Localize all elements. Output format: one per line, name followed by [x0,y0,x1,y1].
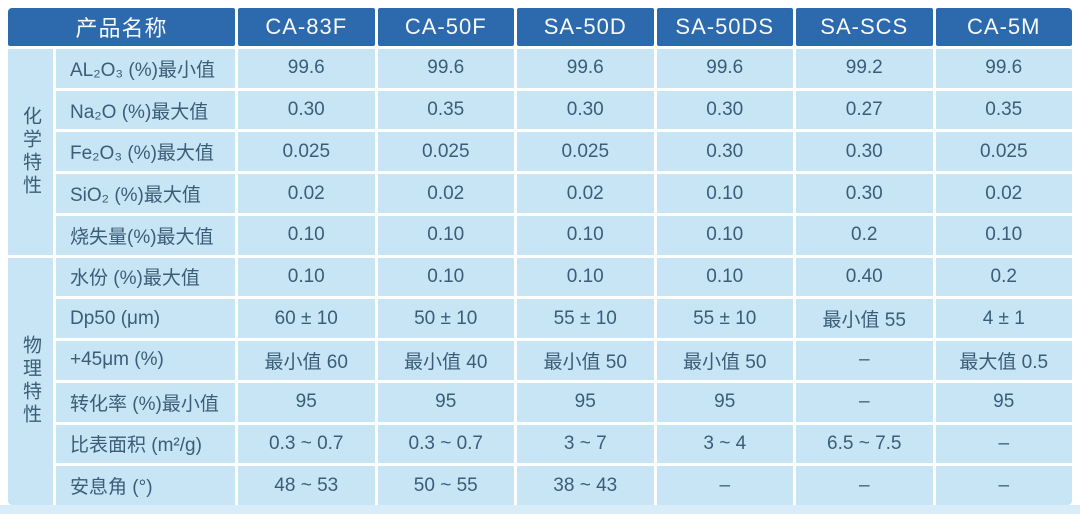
value-cell: 0.10 [656,215,793,255]
value-cell: 95 [238,382,375,422]
value-cell: 最小值 50 [517,341,654,380]
value-cell: – [935,466,1072,505]
value-cell: 0.35 [377,90,514,130]
row-label: 烧失量(%)最大值 [56,215,235,255]
value-cell: 50 ~ 55 [377,466,514,505]
row-label: 安息角 (°) [56,466,235,505]
value-cell: 0.10 [238,257,375,297]
value-cell: 0.025 [935,132,1072,172]
value-cell: 0.025 [238,132,375,172]
value-cell: 0.30 [238,90,375,130]
value-cell: 0.3 ~ 0.7 [238,424,375,464]
value-cell: 99.6 [377,49,514,88]
value-cell: 6.5 ~ 7.5 [796,424,933,464]
value-cell: 0.10 [377,257,514,297]
column-header: CA-50F [377,8,514,46]
row-label: AL₂O₃ (%)最小值 [56,49,235,88]
product-name-header: 产品名称 [8,8,235,46]
row-label: Dp50 (μm) [56,299,235,339]
value-cell: 0.10 [656,174,793,213]
value-cell: 0.10 [377,215,514,255]
value-cell: 95 [517,382,654,422]
column-header: CA-83F [238,8,375,46]
value-cell: 最大值 0.5 [935,341,1072,380]
column-header: CA-5M [935,8,1072,46]
value-cell: 99.6 [656,49,793,88]
value-cell: 0.30 [656,90,793,130]
product-spec-table: 产品名称 CA-83F CA-50F SA-50D SA-50DS SA-SCS CA-5… [8,8,1072,505]
value-cell: 99.6 [238,49,375,88]
value-cell: 0.10 [517,215,654,255]
value-cell: 0.35 [935,90,1072,130]
value-cell: 0.30 [796,132,933,172]
value-cell: 0.025 [377,132,514,172]
value-cell: 0.02 [517,174,654,213]
value-cell: 55 ± 10 [656,299,793,339]
value-cell: 0.02 [377,174,514,213]
group-label: 物理特性 [8,257,53,505]
value-cell: 0.025 [517,132,654,172]
value-cell: 50 ± 10 [377,299,514,339]
value-cell: 95 [656,382,793,422]
value-cell: – [796,341,933,380]
value-cell: – [796,466,933,505]
row-label: SiO₂ (%)最大值 [56,174,235,213]
value-cell: 3 ~ 7 [517,424,654,464]
value-cell: 99.2 [796,49,933,88]
bottom-strip [0,505,1080,514]
value-cell: 0.02 [238,174,375,213]
value-cell: 99.6 [517,49,654,88]
row-label: 转化率 (%)最小值 [56,382,235,422]
value-cell: 0.30 [796,174,933,213]
row-label: 比表面积 (m²/g) [56,424,235,464]
value-cell: 0.02 [935,174,1072,213]
value-cell: 0.2 [796,215,933,255]
value-cell: – [935,424,1072,464]
value-cell: 0.10 [238,215,375,255]
value-cell: 48 ~ 53 [238,466,375,505]
value-cell: 0.2 [935,257,1072,297]
value-cell: 38 ~ 43 [517,466,654,505]
value-cell: 最小值 55 [796,299,933,339]
value-cell: – [796,382,933,422]
value-cell: 0.40 [796,257,933,297]
value-cell: 3 ~ 4 [656,424,793,464]
value-cell: 95 [935,382,1072,422]
value-cell: 60 ± 10 [238,299,375,339]
value-cell: 最小值 40 [377,341,514,380]
value-cell: 0.10 [517,257,654,297]
row-label: Na₂O (%)最大值 [56,90,235,130]
column-header: SA-SCS [796,8,933,46]
column-header: SA-50DS [656,8,793,46]
value-cell: 最小值 60 [238,341,375,380]
value-cell: 99.6 [935,49,1072,88]
row-label: 水份 (%)最大值 [56,257,235,297]
value-cell: – [656,466,793,505]
column-header: SA-50D [517,8,654,46]
value-cell: 最小值 50 [656,341,793,380]
value-cell: 0.27 [796,90,933,130]
value-cell: 0.10 [935,215,1072,255]
value-cell: 95 [377,382,514,422]
value-cell: 0.3 ~ 0.7 [377,424,514,464]
value-cell: 0.10 [656,257,793,297]
row-label: Fe₂O₃ (%)最大值 [56,132,235,172]
value-cell: 55 ± 10 [517,299,654,339]
row-label: +45μm (%) [56,341,235,380]
value-cell: 0.30 [656,132,793,172]
group-label: 化学特性 [8,49,53,255]
value-cell: 0.30 [517,90,654,130]
value-cell: 4 ± 1 [935,299,1072,339]
